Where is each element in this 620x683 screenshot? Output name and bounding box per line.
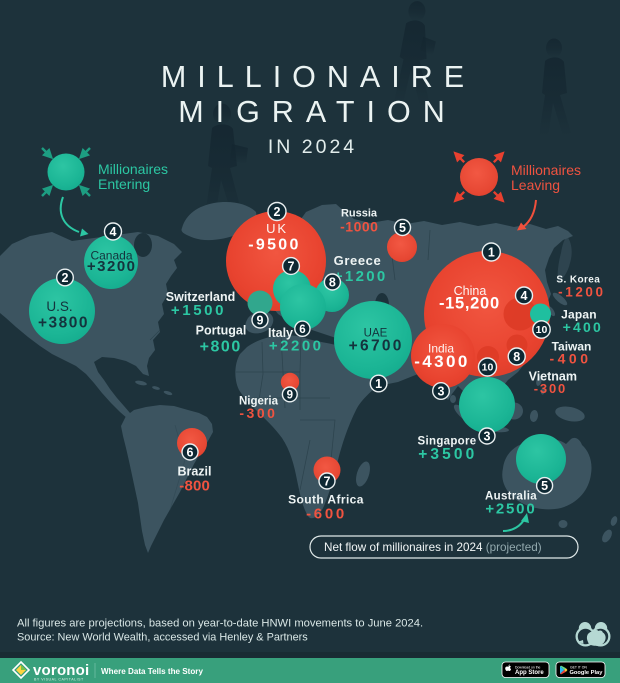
svg-text:Vietnam: Vietnam: [529, 369, 577, 383]
svg-text:-600: -600: [306, 506, 347, 523]
svg-text:IN 2024: IN 2024: [268, 136, 357, 158]
svg-text:7: 7: [288, 259, 295, 273]
svg-text:5: 5: [541, 479, 548, 493]
svg-text:2: 2: [274, 205, 281, 219]
svg-text:UK: UK: [266, 221, 288, 236]
svg-text:+3200: +3200: [87, 258, 137, 275]
svg-text:4: 4: [521, 289, 528, 303]
svg-text:App Store: App Store: [515, 670, 544, 676]
svg-text:Where Data Tells the Story: Where Data Tells the Story: [101, 667, 203, 676]
svg-text:India: India: [428, 342, 454, 356]
svg-text:Portugal: Portugal: [196, 324, 247, 338]
svg-text:10: 10: [536, 324, 548, 336]
svg-text:-1200: -1200: [558, 285, 606, 300]
svg-text:Canada: Canada: [90, 249, 132, 263]
svg-text:2: 2: [62, 271, 69, 285]
svg-text:South Africa: South Africa: [288, 493, 364, 507]
svg-text:+1200: +1200: [334, 268, 388, 285]
svg-text:6: 6: [187, 445, 194, 459]
svg-text:Millionaires: Millionaires: [511, 162, 581, 178]
svg-text:Leaving: Leaving: [511, 177, 560, 193]
svg-text:Nigeria: Nigeria: [239, 396, 279, 408]
svg-text:-4300: -4300: [414, 352, 469, 371]
svg-text:Entering: Entering: [98, 176, 150, 192]
svg-text:+2500: +2500: [485, 501, 536, 518]
svg-text:3: 3: [438, 384, 445, 398]
svg-text:7: 7: [324, 474, 331, 488]
svg-text:-400: -400: [549, 351, 591, 367]
svg-text:Brazil: Brazil: [177, 465, 211, 479]
svg-text:+1500: +1500: [171, 302, 226, 319]
svg-text:MILLIONAIRE: MILLIONAIRE: [161, 60, 475, 94]
svg-text:UAE: UAE: [364, 328, 388, 340]
svg-text:+3500: +3500: [418, 446, 477, 463]
svg-text:Millionaires: Millionaires: [98, 161, 168, 177]
svg-text:U.S.: U.S.: [46, 299, 72, 314]
svg-text:8: 8: [513, 350, 520, 364]
svg-text:1: 1: [375, 377, 382, 391]
svg-text:-15,200: -15,200: [439, 295, 500, 313]
svg-text:Google Play: Google Play: [570, 670, 604, 676]
svg-text:S. Korea: S. Korea: [556, 275, 600, 286]
svg-text:-1000: -1000: [340, 219, 378, 235]
svg-text:1: 1: [488, 245, 495, 259]
svg-text:Net flow of millionaires in 20: Net flow of millionaires in 2024 (projec…: [324, 541, 542, 554]
svg-text:-300: -300: [239, 405, 277, 421]
svg-text:China: China: [454, 284, 487, 298]
svg-text:+400: +400: [563, 319, 603, 335]
svg-text:4: 4: [110, 225, 117, 239]
svg-text:Australia: Australia: [485, 491, 537, 503]
svg-text:Singapore: Singapore: [418, 436, 477, 448]
svg-text:GET IT ON: GET IT ON: [570, 665, 587, 669]
svg-text:MIGRATION: MIGRATION: [178, 95, 457, 129]
svg-text:Russia: Russia: [341, 208, 378, 220]
svg-text:Japan: Japan: [561, 308, 597, 322]
svg-text:-800: -800: [179, 478, 210, 495]
svg-text:9: 9: [257, 313, 264, 327]
svg-text:Source: New World Wealth, acce: Source: New World Wealth, accessed via H…: [17, 632, 308, 644]
svg-text:+3800: +3800: [38, 315, 89, 332]
svg-text:All figures are projections, b: All figures are projections, based on ye…: [17, 618, 423, 630]
svg-text:6: 6: [299, 324, 305, 336]
svg-text:-300: -300: [534, 381, 567, 396]
svg-text:8: 8: [329, 275, 336, 289]
svg-text:+2200: +2200: [269, 338, 324, 355]
svg-text:voronoi: voronoi: [33, 662, 89, 679]
svg-text:Greece: Greece: [334, 253, 382, 268]
svg-text:Download on the: Download on the: [515, 665, 541, 669]
svg-text:9: 9: [287, 390, 293, 402]
svg-text:3: 3: [484, 429, 491, 443]
svg-text:10: 10: [482, 362, 494, 374]
svg-text:BY VISUAL CAPITALIST: BY VISUAL CAPITALIST: [34, 678, 84, 682]
svg-text:+800: +800: [200, 339, 242, 356]
svg-text:Taiwan: Taiwan: [552, 340, 592, 354]
svg-text:Italy: Italy: [268, 326, 293, 340]
svg-text:+6700: +6700: [349, 338, 404, 355]
svg-text:-9500: -9500: [248, 237, 300, 254]
svg-text:5: 5: [399, 221, 406, 235]
svg-text:Switzerland: Switzerland: [166, 290, 235, 304]
